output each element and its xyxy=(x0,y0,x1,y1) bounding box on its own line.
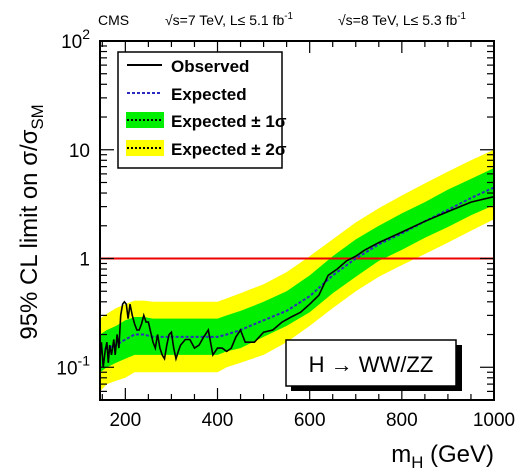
x-axis-title: mH (GeV) xyxy=(391,441,494,471)
header-run7: √s=7 TeV, L≤ 5.1 fb-1 xyxy=(165,11,293,28)
header-experiment: CMS xyxy=(98,12,129,28)
legend-label-observed: Observed xyxy=(171,57,249,76)
y-tick-label: 10-1 xyxy=(56,352,90,379)
legend: Observed Expected Expected ± 1σ Expected… xyxy=(117,51,287,169)
x-tick-label: 200 xyxy=(109,410,141,431)
legend-label-one-sigma: Expected ± 1σ xyxy=(171,112,287,131)
y-tick-label: 10 xyxy=(69,141,90,162)
legend-entry-one-sigma: Expected ± 1σ xyxy=(126,112,287,131)
x-tick-label: 1000 xyxy=(473,410,515,431)
x-tick-label: 600 xyxy=(294,410,326,431)
one-sigma-band xyxy=(100,168,494,373)
legend-label-two-sigma: Expected ± 2σ xyxy=(171,140,287,159)
plot-frame xyxy=(99,40,495,401)
expected-limit-line xyxy=(100,186,494,353)
process-annotation: H → WW/ZZ xyxy=(285,339,462,391)
legend-entry-expected: Expected xyxy=(127,85,247,104)
plot-area xyxy=(100,149,494,392)
y-tick-label: 102 xyxy=(61,26,90,53)
annotation-text: H → WW/ZZ xyxy=(309,352,434,377)
y-axis-title: 95% CL limit on σ/σSM xyxy=(16,104,47,339)
legend-entry-two-sigma: Expected ± 2σ xyxy=(126,140,287,159)
legend-entry-observed: Observed xyxy=(127,57,249,76)
x-tick-label: 800 xyxy=(386,410,418,431)
legend-label-expected: Expected xyxy=(171,85,247,104)
x-tick-label: 400 xyxy=(202,410,234,431)
y-tick-label: 1 xyxy=(79,250,90,271)
axis-tick-labels: 200 400 600 800 1000 102 10 1 10-1 xyxy=(56,26,515,431)
header-run8: √s=8 TeV, L≤ 5.3 fb-1 xyxy=(338,11,466,28)
observed-limit-line xyxy=(100,195,494,368)
annotation-box xyxy=(285,339,457,387)
